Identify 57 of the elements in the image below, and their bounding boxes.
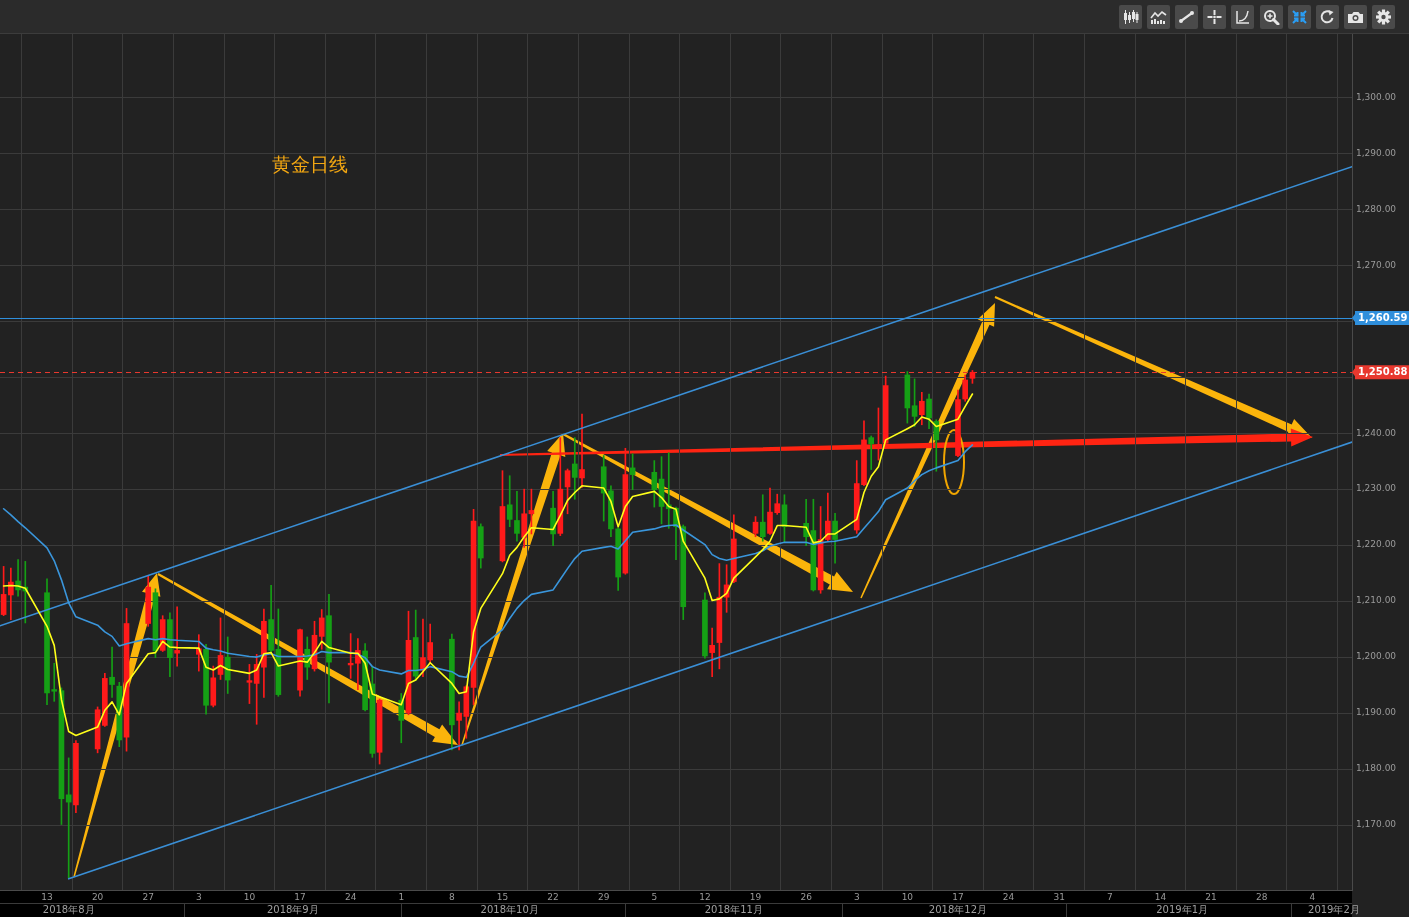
candlestick bbox=[579, 413, 585, 488]
y-tick-label: 1,230.00 bbox=[1356, 483, 1397, 494]
candlestick bbox=[8, 567, 14, 620]
y-tick-label: 1,290.00 bbox=[1356, 147, 1397, 158]
x-tick-label: 8 bbox=[449, 891, 455, 902]
candlestick bbox=[174, 606, 180, 667]
candlestick bbox=[65, 757, 72, 879]
candlestick bbox=[109, 646, 115, 698]
x-tick-label: 20 bbox=[91, 891, 104, 902]
y-tick-label: 1,180.00 bbox=[1356, 763, 1397, 774]
x-tick-label: 28 bbox=[1255, 891, 1268, 902]
x-tick-label: 12 bbox=[699, 891, 711, 902]
x2-tick-label: 2018年12月 bbox=[928, 903, 988, 915]
x2-tick-label: 2018年8月 bbox=[42, 903, 95, 915]
x-tick-label: 5 bbox=[651, 891, 658, 902]
x-tick-label: 4 bbox=[1309, 891, 1316, 902]
x2-tick-label: 2019年1月 bbox=[1156, 903, 1208, 915]
y-tick-label: 1,210.00 bbox=[1356, 595, 1397, 606]
x-tick-label: 3 bbox=[853, 891, 860, 902]
x-tick-label: 21 bbox=[1205, 891, 1217, 902]
ref-line-label: 1,250.88 bbox=[1358, 366, 1408, 378]
x-tick-label: 1 bbox=[398, 891, 405, 902]
candlestick bbox=[571, 437, 578, 500]
x-tick-label: 3 bbox=[195, 891, 202, 902]
x2-tick-label: 2019年2月 bbox=[1308, 903, 1360, 915]
x-tick-label: 10 bbox=[243, 891, 256, 902]
candlestick bbox=[868, 435, 875, 470]
x-tick-label: 24 bbox=[344, 891, 357, 902]
y-tick-label: 1,170.00 bbox=[1356, 819, 1397, 830]
y-tick-label: 1,240.00 bbox=[1356, 427, 1397, 438]
x-tick-label: 15 bbox=[496, 891, 509, 902]
x-tick-label: 13 bbox=[41, 891, 53, 902]
x-tick-label: 17 bbox=[294, 891, 306, 902]
x-tick-label: 26 bbox=[800, 891, 813, 902]
candlestick bbox=[456, 701, 462, 751]
x-tick-label: 29 bbox=[597, 891, 610, 902]
x-tick-label: 17 bbox=[952, 891, 964, 902]
y-tick-label: 1,280.00 bbox=[1356, 203, 1397, 214]
x2-tick-label: 2018年9月 bbox=[266, 903, 319, 915]
text: 黄金日线 bbox=[272, 152, 348, 176]
ref-line-label: 1,260.59 bbox=[1358, 311, 1408, 323]
x2-tick-label: 2018年11月 bbox=[704, 903, 763, 915]
x-tick-label: 27 bbox=[142, 891, 154, 902]
x-tick-label: 22 bbox=[547, 891, 559, 902]
x-tick-label: 10 bbox=[901, 891, 914, 902]
y-tick-label: 1,190.00 bbox=[1356, 707, 1397, 718]
x-tick-label: 24 bbox=[1002, 891, 1015, 902]
x-tick-label: 19 bbox=[749, 891, 762, 902]
x2-tick-label: 2018年10月 bbox=[480, 903, 539, 915]
y-tick-label: 1,200.00 bbox=[1356, 651, 1397, 662]
x-tick-label: 31 bbox=[1053, 891, 1065, 902]
candlestick bbox=[709, 627, 715, 678]
y-tick-label: 1,270.00 bbox=[1356, 259, 1397, 270]
y-tick-label: 1,220.00 bbox=[1356, 539, 1397, 550]
x-tick-label: 7 bbox=[1106, 891, 1113, 902]
x-tick-label: 14 bbox=[1154, 891, 1167, 902]
y-tick-label: 1,300.00 bbox=[1356, 91, 1397, 102]
